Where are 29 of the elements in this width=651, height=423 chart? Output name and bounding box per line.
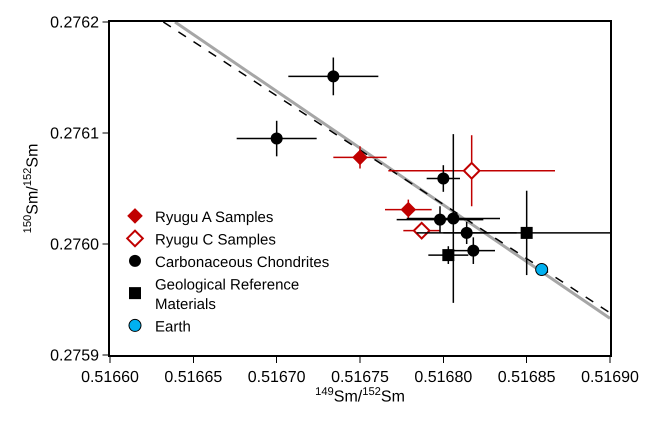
point (327, 70, 340, 82)
legend-label: Carbonaceous Chondrites (155, 254, 330, 271)
point (270, 132, 283, 145)
point (434, 214, 446, 226)
x-axis-title: $^{149}$Sm/$^{152}$Sm (315, 386, 405, 406)
legend-label: Ryugu C Samples (155, 231, 276, 248)
point (535, 263, 548, 276)
point (520, 226, 533, 239)
y-tick-label: 0.2759 (50, 348, 100, 365)
y-tick-label: 0.2762 (50, 14, 100, 32)
x-tick-label: 0.51680 (414, 368, 472, 386)
x-tick-label: 0.51675 (331, 368, 390, 386)
point (447, 212, 460, 224)
x-tick-label: 0.51690 (581, 368, 640, 386)
x-tick-label: 0.51670 (248, 368, 306, 386)
point (467, 244, 480, 257)
legend-label: Ryugu A Samples (155, 208, 274, 226)
y-tick-label: 0.2760 (50, 236, 100, 254)
x-tick-label: 0.51665 (164, 368, 222, 386)
y-tick-label: 0.2761 (50, 126, 100, 143)
point (437, 172, 450, 185)
point (400, 202, 416, 218)
point (442, 249, 454, 262)
x-tick-label: 0.51660 (81, 368, 140, 386)
point (462, 162, 480, 180)
legend-label: Earth (155, 318, 191, 336)
legend-label: Geological Reference Materials (155, 276, 300, 313)
point (352, 150, 368, 166)
x-tick-label: 0.51685 (498, 368, 556, 386)
